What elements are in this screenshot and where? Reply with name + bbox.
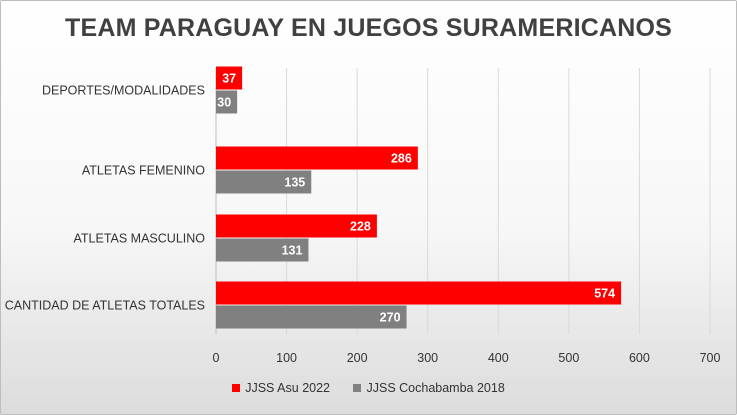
legend: JJSS Asu 2022 JJSS Cochabamba 2018 [0, 381, 737, 395]
bar-value-label: 286 [391, 152, 412, 166]
x-tick-label: 300 [417, 351, 438, 365]
chart-title: TEAM PARAGUAY EN JUEGOS SURAMERICANOS [64, 14, 673, 42]
bar [216, 281, 622, 305]
category-label: ATLETAS MASCULINO [73, 232, 205, 246]
bar [216, 66, 243, 90]
bar [216, 146, 418, 170]
bar-value-label: 131 [282, 244, 303, 258]
x-tick-label: 0 [213, 351, 220, 365]
x-tick-label: 700 [700, 351, 721, 365]
legend-swatch-asu-2022 [232, 384, 241, 392]
x-tick-label: 200 [347, 351, 368, 365]
bar [216, 170, 312, 194]
x-tick-label: 100 [276, 351, 297, 365]
category-label: CANTIDAD DE ATLETAS TOTALES [5, 299, 205, 313]
category-label: ATLETAS FEMENINO [82, 164, 205, 178]
bar-value-label: 135 [284, 176, 305, 190]
category-label: DEPORTES/MODALIDADES [42, 84, 205, 98]
legend-label-cochabamba-2018: JJSS Cochabamba 2018 [366, 381, 505, 395]
bar [216, 305, 407, 329]
bar [216, 214, 377, 238]
x-tick-label: 500 [558, 351, 579, 365]
bar [216, 238, 309, 262]
bar [216, 90, 238, 114]
bar-value-label: 270 [380, 311, 401, 325]
legend-item-asu-2022: JJSS Asu 2022 [232, 381, 330, 395]
bar-value-label: 228 [350, 220, 371, 234]
x-tick-label: 400 [488, 351, 509, 365]
bar-value-label: 37 [222, 72, 236, 86]
legend-swatch-cochabamba-2018 [353, 384, 362, 392]
x-tick-label: 600 [629, 351, 650, 365]
legend-label-asu-2022: JJSS Asu 2022 [245, 381, 330, 395]
bar-value-label: 574 [594, 287, 615, 301]
legend-item-cochabamba-2018: JJSS Cochabamba 2018 [353, 381, 505, 395]
bar-value-label: 30 [217, 96, 231, 110]
